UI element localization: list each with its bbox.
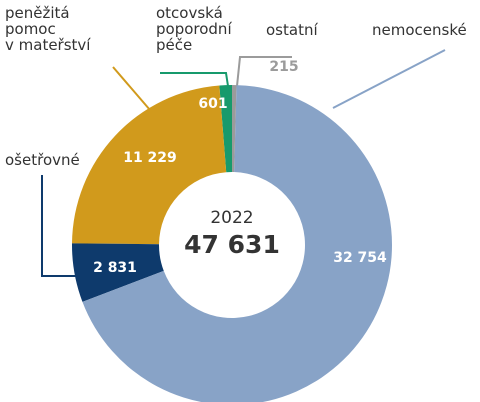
donut-slice [232, 85, 237, 173]
donut-slice [72, 243, 164, 302]
donut-slice [219, 85, 232, 173]
category-label: ostatní [266, 21, 318, 39]
category-label: peněžitá pomoc v mateřství [5, 4, 91, 54]
category-label: ošetřovné [5, 151, 80, 169]
total: 47 631 [184, 230, 280, 259]
value-label: 32 754 [333, 250, 387, 266]
category-label: nemocenské [372, 21, 467, 39]
donut-slice [72, 85, 227, 245]
value-label: 601 [198, 96, 227, 112]
donut-slice [82, 85, 392, 402]
value-label: 215 [269, 59, 298, 75]
value-label: 11 229 [123, 150, 177, 166]
leader-line [236, 56, 292, 87]
leader-line [160, 72, 229, 87]
leader-line [112, 66, 151, 111]
value-label: 2 831 [93, 260, 137, 276]
category-label: otcovská poporodní péče [156, 4, 232, 54]
leader-line [41, 175, 78, 277]
leader-line [332, 49, 446, 109]
center-title: 2022 [210, 208, 253, 228]
